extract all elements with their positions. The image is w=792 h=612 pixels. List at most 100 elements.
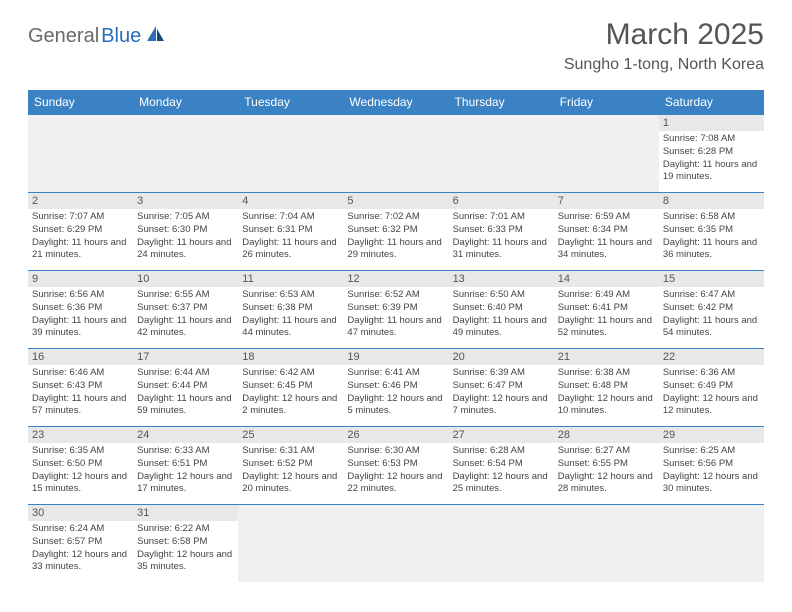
day-details: Sunrise: 6:59 AMSunset: 6:34 PMDaylight:… [554,209,659,266]
day-cell [659,504,764,582]
sunrise-line: Sunrise: 6:41 AM [347,367,444,380]
day-number: 21 [554,349,659,365]
logo-text-general: General [28,25,99,48]
day-details: Sunrise: 6:56 AMSunset: 6:36 PMDaylight:… [28,287,133,344]
sunset-line: Sunset: 6:29 PM [32,224,129,237]
weekday-header: Saturday [659,90,764,114]
sunset-line: Sunset: 6:35 PM [663,224,760,237]
calendar-week: 23Sunrise: 6:35 AMSunset: 6:50 PMDayligh… [28,426,764,504]
day-cell: 4Sunrise: 7:04 AMSunset: 6:31 PMDaylight… [238,192,343,270]
sunset-line: Sunset: 6:41 PM [558,302,655,315]
day-number: 26 [343,427,448,443]
day-cell: 22Sunrise: 6:36 AMSunset: 6:49 PMDayligh… [659,348,764,426]
sunset-line: Sunset: 6:47 PM [453,380,550,393]
daylight-line: Daylight: 11 hours and 49 minutes. [453,315,550,341]
daylight-line: Daylight: 12 hours and 30 minutes. [663,471,760,497]
day-details: Sunrise: 6:47 AMSunset: 6:42 PMDaylight:… [659,287,764,344]
day-cell: 25Sunrise: 6:31 AMSunset: 6:52 PMDayligh… [238,426,343,504]
sunrise-line: Sunrise: 6:30 AM [347,445,444,458]
day-number: 15 [659,271,764,287]
daylight-line: Daylight: 12 hours and 25 minutes. [453,471,550,497]
day-details: Sunrise: 6:49 AMSunset: 6:41 PMDaylight:… [554,287,659,344]
daylight-line: Daylight: 11 hours and 19 minutes. [663,159,760,185]
sunset-line: Sunset: 6:44 PM [137,380,234,393]
sunrise-line: Sunrise: 6:53 AM [242,289,339,302]
day-number: 19 [343,349,448,365]
day-number: 1 [659,115,764,131]
sunset-line: Sunset: 6:50 PM [32,458,129,471]
sunrise-line: Sunrise: 7:02 AM [347,211,444,224]
day-cell [238,114,343,192]
day-cell: 8Sunrise: 6:58 AMSunset: 6:35 PMDaylight… [659,192,764,270]
sunset-line: Sunset: 6:45 PM [242,380,339,393]
title-block: March 2025 Sungho 1-tong, North Korea [564,18,764,74]
daylight-line: Daylight: 11 hours and 31 minutes. [453,237,550,263]
sunrise-line: Sunrise: 6:47 AM [663,289,760,302]
day-details: Sunrise: 6:24 AMSunset: 6:57 PMDaylight:… [28,521,133,578]
sunrise-line: Sunrise: 6:49 AM [558,289,655,302]
day-cell: 13Sunrise: 6:50 AMSunset: 6:40 PMDayligh… [449,270,554,348]
day-cell: 17Sunrise: 6:44 AMSunset: 6:44 PMDayligh… [133,348,238,426]
day-number: 9 [28,271,133,287]
day-cell: 1 Sunrise: 7:08 AMSunset: 6:28 PMDaylight… [659,114,764,192]
day-details: Sunrise: 6:53 AMSunset: 6:38 PMDaylight:… [238,287,343,344]
sunrise-line: Sunrise: 6:27 AM [558,445,655,458]
day-number: 16 [28,349,133,365]
sunrise-line: Sunrise: 7:08 AM [663,133,760,146]
day-details: Sunrise: 6:27 AMSunset: 6:55 PMDaylight:… [554,443,659,500]
day-cell: 14Sunrise: 6:49 AMSunset: 6:41 PMDayligh… [554,270,659,348]
sunset-line: Sunset: 6:51 PM [137,458,234,471]
day-cell: 7Sunrise: 6:59 AMSunset: 6:34 PMDaylight… [554,192,659,270]
sunset-line: Sunset: 6:56 PM [663,458,760,471]
day-cell: 12Sunrise: 6:52 AMSunset: 6:39 PMDayligh… [343,270,448,348]
sunrise-line: Sunrise: 7:01 AM [453,211,550,224]
day-cell [343,504,448,582]
sunrise-line: Sunrise: 6:52 AM [347,289,444,302]
day-cell [133,114,238,192]
day-details: Sunrise: 7:01 AMSunset: 6:33 PMDaylight:… [449,209,554,266]
day-number: 28 [554,427,659,443]
day-cell: 18Sunrise: 6:42 AMSunset: 6:45 PMDayligh… [238,348,343,426]
sunrise-line: Sunrise: 6:59 AM [558,211,655,224]
day-details: Sunrise: 6:25 AMSunset: 6:56 PMDaylight:… [659,443,764,500]
sunrise-line: Sunrise: 6:44 AM [137,367,234,380]
sunset-line: Sunset: 6:57 PM [32,536,129,549]
day-details: Sunrise: 7:04 AMSunset: 6:31 PMDaylight:… [238,209,343,266]
sunset-line: Sunset: 6:28 PM [663,146,760,159]
sunrise-line: Sunrise: 6:22 AM [137,523,234,536]
daylight-line: Daylight: 12 hours and 17 minutes. [137,471,234,497]
day-details: Sunrise: 6:30 AMSunset: 6:53 PMDaylight:… [343,443,448,500]
day-details: Sunrise: 6:42 AMSunset: 6:45 PMDaylight:… [238,365,343,422]
month-title: March 2025 [564,18,764,52]
weeks-container: 1Sunrise: 7:08 AMSunset: 6:28 PMDaylight… [28,114,764,582]
day-number: 27 [449,427,554,443]
sunrise-line: Sunrise: 7:04 AM [242,211,339,224]
day-cell: 2Sunrise: 7:07 AMSunset: 6:29 PMDaylight… [28,192,133,270]
day-details: Sunrise: 6:52 AMSunset: 6:39 PMDaylight:… [343,287,448,344]
daylight-line: Daylight: 12 hours and 5 minutes. [347,393,444,419]
weekday-header: Tuesday [238,90,343,114]
sunrise-line: Sunrise: 6:46 AM [32,367,129,380]
daylight-line: Daylight: 12 hours and 33 minutes. [32,549,129,575]
daylight-line: Daylight: 12 hours and 20 minutes. [242,471,339,497]
sunset-line: Sunset: 6:55 PM [558,458,655,471]
sunset-line: Sunset: 6:53 PM [347,458,444,471]
daylight-line: Daylight: 12 hours and 7 minutes. [453,393,550,419]
page-header: General Blue March 2025 Sungho 1-tong, N… [0,0,792,82]
day-number: 13 [449,271,554,287]
daylight-line: Daylight: 11 hours and 44 minutes. [242,315,339,341]
day-number: 30 [28,505,133,521]
day-cell: 26Sunrise: 6:30 AMSunset: 6:53 PMDayligh… [343,426,448,504]
day-number: 17 [133,349,238,365]
weekday-header: Monday [133,90,238,114]
daylight-line: Daylight: 11 hours and 36 minutes. [663,237,760,263]
day-number: 10 [133,271,238,287]
sunrise-line: Sunrise: 6:36 AM [663,367,760,380]
sunset-line: Sunset: 6:39 PM [347,302,444,315]
sunrise-line: Sunrise: 6:38 AM [558,367,655,380]
sunrise-line: Sunrise: 6:56 AM [32,289,129,302]
day-cell: 10Sunrise: 6:55 AMSunset: 6:37 PMDayligh… [133,270,238,348]
calendar-week: 2Sunrise: 7:07 AMSunset: 6:29 PMDaylight… [28,192,764,270]
day-details: Sunrise: 6:33 AMSunset: 6:51 PMDaylight:… [133,443,238,500]
daylight-line: Daylight: 12 hours and 2 minutes. [242,393,339,419]
